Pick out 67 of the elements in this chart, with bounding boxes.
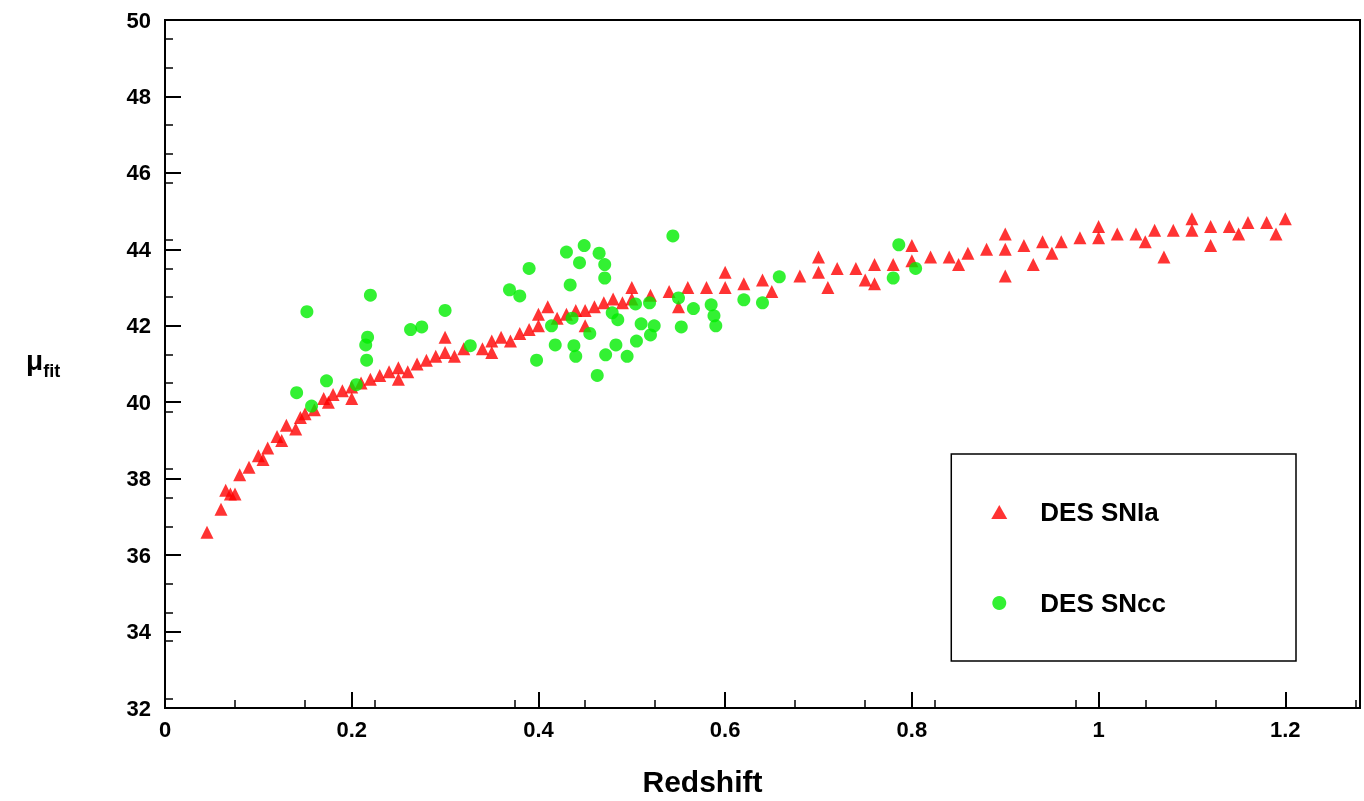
- x-tick-label: 0.8: [896, 716, 928, 742]
- point: [643, 296, 657, 310]
- point: [545, 319, 559, 333]
- point: [522, 261, 536, 275]
- point: [634, 317, 648, 331]
- x-tick-label: 0.2: [336, 716, 368, 742]
- point: [349, 378, 363, 392]
- x-tick-label: 1: [1092, 716, 1105, 742]
- point: [563, 278, 577, 292]
- point: [404, 323, 418, 337]
- y-tick-label: 34: [126, 619, 152, 645]
- point: [300, 305, 314, 319]
- point: [569, 349, 583, 363]
- y-tick-label: 36: [126, 542, 151, 568]
- point: [598, 271, 612, 285]
- point: [629, 297, 643, 311]
- point: [647, 319, 661, 333]
- point: [438, 303, 452, 317]
- point: [737, 293, 751, 307]
- point: [704, 298, 718, 312]
- point: [592, 246, 606, 260]
- point: [629, 334, 643, 348]
- point: [590, 368, 604, 382]
- point: [503, 283, 516, 297]
- x-tick-label: 1.2: [1270, 716, 1301, 742]
- point: [567, 339, 581, 353]
- point: [573, 256, 587, 270]
- point: [559, 245, 573, 259]
- point: [609, 338, 623, 352]
- point: [686, 302, 700, 316]
- x-tick-label: 0: [158, 716, 172, 742]
- x-axis-title: Redshift: [642, 764, 763, 798]
- point: [598, 258, 612, 272]
- point: [548, 338, 562, 352]
- y-tick-label: 44: [126, 236, 152, 262]
- point: [320, 374, 334, 388]
- y-tick-label: 48: [126, 83, 151, 109]
- point: [513, 289, 527, 303]
- point: [709, 319, 723, 333]
- legend-label: DES SNcc: [1040, 588, 1167, 618]
- point: [415, 320, 429, 334]
- x-tick-label: 0.4: [523, 716, 555, 742]
- y-tick-label: 40: [126, 389, 151, 415]
- point: [674, 320, 688, 334]
- point: [620, 349, 634, 363]
- point: [363, 288, 377, 302]
- y-tick-label: 50: [126, 7, 151, 33]
- point: [305, 399, 319, 413]
- point: [772, 270, 786, 284]
- point: [666, 229, 680, 243]
- y-tick-label: 38: [126, 466, 151, 492]
- legend-label: DES SNIa: [1040, 497, 1160, 527]
- point: [886, 271, 900, 285]
- point: [611, 313, 625, 327]
- y-tick-label: 32: [126, 695, 151, 721]
- y-tick-label: 46: [126, 160, 151, 186]
- y-tick-label: 42: [126, 313, 151, 339]
- point: [360, 353, 374, 367]
- y-axis-title: μ$_{fit}$: [26, 345, 61, 382]
- point: [756, 296, 769, 310]
- point: [599, 348, 613, 362]
- point: [892, 238, 906, 252]
- point: [577, 239, 591, 253]
- point: [290, 386, 304, 400]
- point: [361, 330, 375, 344]
- point: [530, 353, 544, 367]
- x-tick-label: 0.6: [709, 716, 741, 742]
